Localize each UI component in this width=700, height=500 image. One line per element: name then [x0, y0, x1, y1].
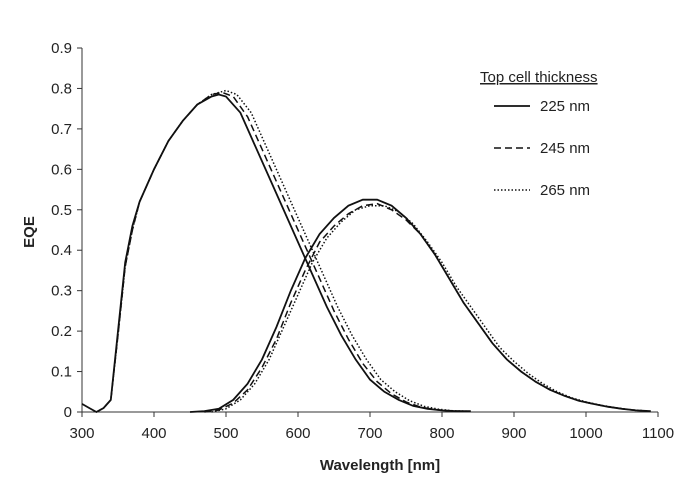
legend-label: 225 nm	[540, 98, 590, 115]
series-lines	[81, 89, 651, 414]
series-line-top-cell-dotted	[96, 89, 468, 413]
x-tick-label: 400	[141, 425, 166, 442]
y-tick-label: 0.8	[51, 80, 72, 97]
y-tick-label: 0.3	[51, 283, 72, 300]
plot-area: 0 0.1 0.2 0.3 0.4 0.5 0.6 0.7 0.8 0.9 300 400 500 60…	[51, 40, 674, 442]
x-tick-label: 800	[429, 425, 454, 442]
y-tick-label: 0.5	[51, 202, 72, 219]
y-tick-label: 0	[64, 404, 72, 421]
series-line-bottom-cell-dashed	[204, 202, 651, 413]
y-tick-label: 0.7	[51, 121, 72, 138]
y-tick-label: 0.2	[51, 323, 72, 340]
y-axis-title: EQE	[21, 216, 38, 248]
x-tick-label: 500	[213, 425, 238, 442]
y-tick-label: 0.1	[51, 364, 72, 381]
x-axis-title: Wavelength [nm]	[320, 457, 440, 474]
x-tick-label: 900	[501, 425, 526, 442]
legend-title: Top cell thickness	[480, 69, 598, 86]
legend: Top cell thickness 225 nm 245 nm 265 nm	[480, 69, 598, 199]
y-tick-label: 0.4	[51, 242, 72, 259]
series-line-top-cell-dashed	[96, 91, 464, 413]
x-tick-label: 300	[69, 425, 94, 442]
x-tick-label: 1000	[569, 425, 602, 442]
series-line-top-cell-solid	[81, 93, 471, 414]
x-axis-ticks: 300 400 500 600 700 800 900 1000 1100	[69, 412, 674, 442]
series-line-bottom-cell-dotted	[211, 204, 644, 413]
series-line-bottom-cell-solid	[189, 198, 651, 413]
y-tick-label: 0.6	[51, 161, 72, 178]
x-tick-label: 1100	[642, 425, 674, 442]
y-tick-label: 0.9	[51, 40, 72, 57]
y-axis-ticks: 0 0.1 0.2 0.3 0.4 0.5 0.6 0.7 0.8 0.9	[51, 40, 82, 421]
legend-label: 245 nm	[540, 140, 590, 157]
x-tick-label: 700	[357, 425, 382, 442]
legend-label: 265 nm	[540, 182, 590, 199]
x-tick-label: 600	[285, 425, 310, 442]
legend-entries: 225 nm 245 nm 265 nm	[494, 98, 590, 199]
